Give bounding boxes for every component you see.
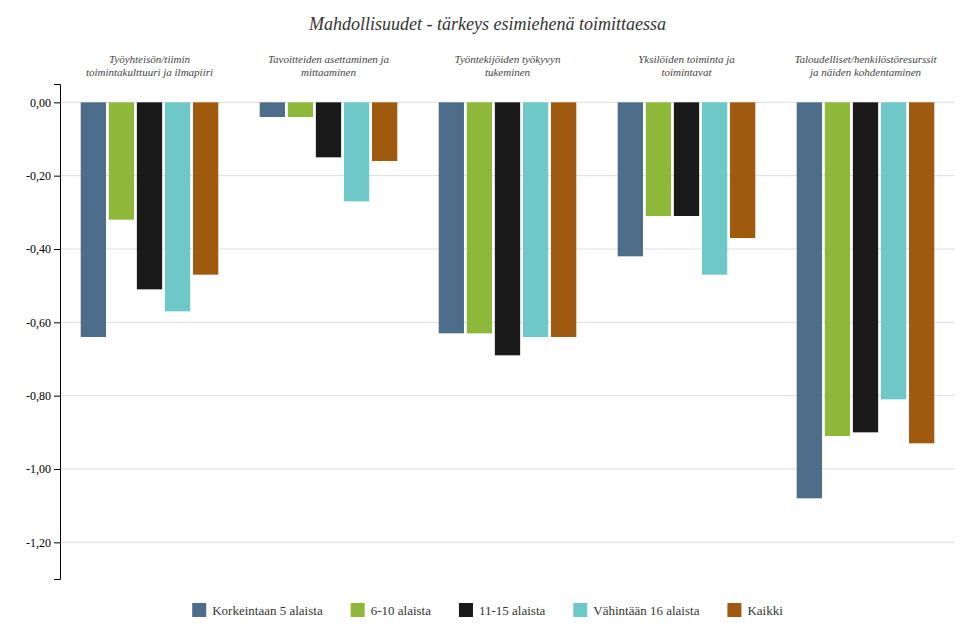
y-tick-label: -0,40 <box>26 242 51 256</box>
bar <box>853 102 878 432</box>
bar <box>646 102 671 216</box>
y-tick-label: 0,00 <box>30 96 51 110</box>
bars <box>81 102 935 498</box>
y-tick: -0,80 <box>26 389 60 403</box>
legend-label: Kaikki <box>747 603 783 618</box>
bar <box>288 102 313 117</box>
series <box>193 102 934 443</box>
legend-item: Kaikki <box>727 603 783 618</box>
bar <box>81 102 106 337</box>
y-axis-line <box>54 85 61 580</box>
y-tick-mark <box>54 249 60 250</box>
category-label-line: ja näiden kohdentaminen <box>808 66 922 78</box>
y-tick-mark <box>54 396 60 397</box>
y-tick: -0,60 <box>26 316 60 330</box>
legend-swatch <box>459 603 473 617</box>
bar <box>260 102 285 117</box>
legend-label: Korkeintaan 5 alaista <box>212 603 323 618</box>
category-label-line: Yksilöiden toiminta ja <box>638 53 735 65</box>
bar <box>797 102 822 498</box>
category-label-line: Työyhteisön/tiimin <box>109 53 191 65</box>
legend-label: 6-10 alaista <box>371 603 432 618</box>
bar <box>193 102 218 274</box>
legend-swatch <box>727 603 741 617</box>
bar <box>618 102 643 256</box>
legend-label: Vähintään 16 alaista <box>593 603 699 618</box>
y-tick: -1,00 <box>26 462 60 476</box>
bar <box>702 102 727 274</box>
category-labels: Työyhteisön/tiimintoimintakulttuuri ja i… <box>86 53 938 78</box>
series <box>81 102 822 498</box>
y-tick-label: -1,00 <box>26 462 51 476</box>
legend-item: 6-10 alaista <box>351 603 432 618</box>
bar <box>439 102 464 333</box>
grid-line <box>60 542 955 543</box>
category-label-line: Taloudelliset/henkilöstöresurssit <box>794 53 937 65</box>
y-tick-mark <box>54 176 60 177</box>
bar <box>825 102 850 436</box>
y-tick: -0,40 <box>26 242 60 256</box>
category-label: Työntekijöiden työkyvyntukeminen <box>455 53 561 78</box>
bar <box>165 102 190 311</box>
series <box>165 102 906 399</box>
legend-swatch <box>351 603 365 617</box>
bar <box>909 102 934 443</box>
chart: Mahdollisuudet - tärkeys esimiehenä toim… <box>0 0 975 635</box>
y-tick-mark <box>54 542 60 543</box>
y-tick-mark <box>54 102 60 103</box>
bar <box>551 102 576 337</box>
bar <box>344 102 369 201</box>
bar <box>316 102 341 157</box>
bar <box>674 102 699 216</box>
y-tick-mark <box>54 469 60 470</box>
legend-label: 11-15 alaista <box>479 603 546 618</box>
category-label-line: toimintakulttuuri ja ilmapiiri <box>86 66 213 78</box>
legend-swatch <box>573 603 587 617</box>
y-tick: -0,20 <box>26 169 60 183</box>
title: Mahdollisuudet - tärkeys esimiehenä toim… <box>308 14 666 34</box>
bar <box>523 102 548 337</box>
category-label: Tavoitteiden asettaminen jamittaaminen <box>268 53 390 78</box>
category-label-line: tukeminen <box>485 66 531 78</box>
category-label-line: mittaaminen <box>301 66 356 78</box>
legend-item: Korkeintaan 5 alaista <box>192 603 323 618</box>
series <box>109 102 850 436</box>
bar <box>495 102 520 355</box>
y-axis: 0,00 -0,20 -0,40 -0,60 -0,80 -1,00 -1,20 <box>26 85 61 580</box>
grid <box>60 102 955 542</box>
bar <box>467 102 492 333</box>
y-tick: -1,20 <box>26 536 60 550</box>
y-tick-label: -0,80 <box>26 389 51 403</box>
category-label-line: Tavoitteiden asettaminen ja <box>268 53 390 65</box>
legend-swatch <box>192 603 206 617</box>
bar <box>372 102 397 161</box>
y-tick-mark <box>54 322 60 323</box>
category-label-line: Työntekijöiden työkyvyn <box>455 53 561 65</box>
category-label: Yksilöiden toiminta jatoimintavat <box>638 53 735 78</box>
bar <box>730 102 755 238</box>
y-tick-label: -0,60 <box>26 316 51 330</box>
plot: 0,00 -0,20 -0,40 -0,60 -0,80 -1,00 -1,20 Työyht… <box>26 53 955 580</box>
y-tick: 0,00 <box>30 96 60 110</box>
y-tick-label: -1,20 <box>26 536 51 550</box>
category-label: Taloudelliset/henkilöstöresurssitja näid… <box>794 53 937 78</box>
series <box>137 102 878 432</box>
y-tick-label: -0,20 <box>26 169 51 183</box>
bar <box>881 102 906 399</box>
legend-item: Vähintään 16 alaista <box>573 603 699 618</box>
category-label-line: toimintavat <box>661 66 712 78</box>
category-label: Työyhteisön/tiimintoimintakulttuuri ja i… <box>86 53 213 78</box>
legend-item: 11-15 alaista <box>459 603 546 618</box>
bar <box>137 102 162 289</box>
legend: Korkeintaan 5 alaista 6-10 alaista 11-15 a… <box>192 603 783 618</box>
bar <box>109 102 134 219</box>
